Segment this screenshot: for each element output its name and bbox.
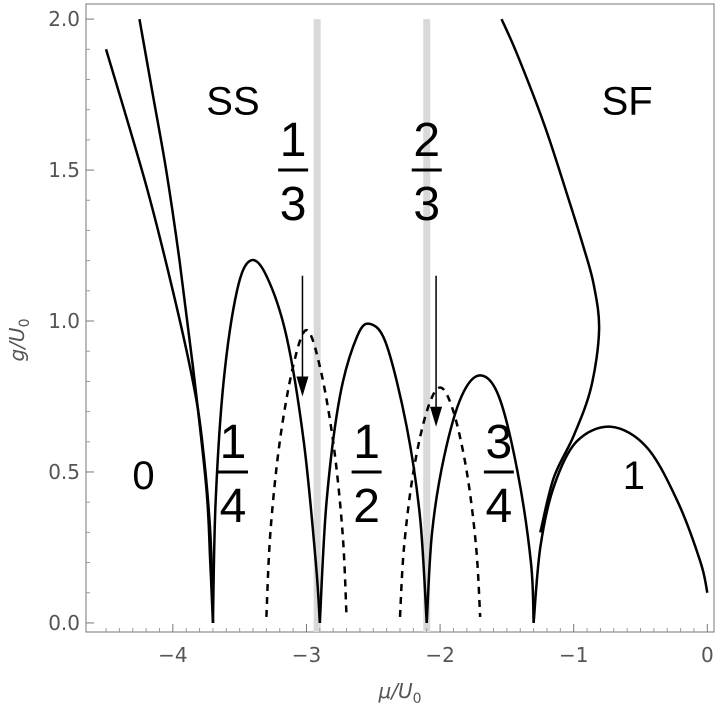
region-label-1: 1 [623,454,645,498]
solid-curve-1 [138,18,215,623]
fraction-numerator: 1 [280,114,307,167]
arrow-0 [296,275,309,397]
fraction-label-3-4: 34 [483,416,514,533]
x-axis-label: μ/U0 [377,679,421,707]
fraction-numerator: 1 [220,416,247,469]
annotation-arrows [296,275,443,427]
x-tick-label: 0 [701,643,714,667]
y-tick-label: 1.5 [48,158,80,182]
solid-curve-6 [500,18,601,533]
y-axis-label: g/U0 [5,319,33,362]
y-axis-ticks: 0.0 0.5 1.0 1.5 2.0 [48,7,94,635]
fraction-label-1-2: 12 [351,416,382,533]
dashed-curve-8 [398,386,482,617]
fraction-numerator: 2 [413,114,440,167]
solid-curve-2 [211,258,322,624]
fraction-denominator: 4 [220,480,247,533]
fraction-denominator: 3 [280,178,307,231]
dashed-curve-7 [265,328,348,617]
fraction-label-2-3: 23 [411,114,442,231]
x-tick-label: −2 [425,643,454,667]
y-tick-label: 0.5 [48,460,80,484]
y-tick-label: 0.0 [48,611,80,635]
fraction-numerator: 3 [486,416,513,469]
y-tick-label: 1.0 [48,309,80,333]
region-label-ss: SS [206,80,259,124]
fraction-denominator: 4 [486,480,513,533]
x-tick-label: −1 [559,643,588,667]
fraction-label-1-3: 13 [278,114,309,231]
region-labels: SS SF 0 1 [132,80,652,498]
region-label-sf: SF [602,80,653,124]
solid-curve-3 [318,322,428,624]
fraction-label-1-4: 14 [217,416,248,533]
y-tick-label: 2.0 [48,7,80,31]
x-axis-ticks: −4 −3 −2 −1 0 [105,624,714,667]
x-tick-label: −4 [158,643,187,667]
arrow-1 [430,275,443,427]
x-tick-label: −3 [292,643,321,667]
solid-curve-5 [532,425,709,624]
fraction-numerator: 1 [353,416,380,469]
solid-curve-4 [425,374,535,624]
region-label-0: 0 [132,454,154,498]
phase-boundary-curves [104,18,709,624]
fraction-denominator: 3 [413,178,440,231]
fraction-denominator: 2 [353,480,380,533]
vertical-lines [313,19,431,632]
